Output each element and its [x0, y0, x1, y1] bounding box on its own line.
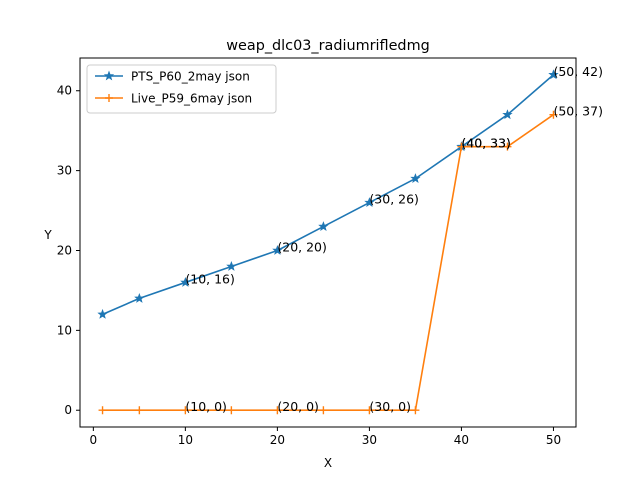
data-point: [548, 69, 559, 80]
data-point: [98, 406, 107, 415]
legend-box: [86, 64, 277, 114]
legend-swatch-marker: [105, 94, 113, 102]
data-point: [503, 142, 512, 151]
y-tick-label: 0: [64, 403, 72, 417]
x-tick-label: 50: [546, 433, 561, 447]
y-tick-label: 20: [57, 243, 72, 257]
plot-marks: (10, 16) (20, 20) (30, 26) (40, 33) (50, 42)…: [97, 64, 603, 415]
x-tick-label: 0: [90, 433, 98, 447]
x-tick-label: 20: [270, 433, 285, 447]
data-point: [365, 406, 374, 415]
data-label: (30, 0): [369, 399, 411, 414]
data-point: [181, 406, 190, 415]
legend: PTS_P60_2may json Live_P59_6may json: [86, 64, 277, 114]
data-point: [457, 142, 466, 151]
y-axis-label: Y: [43, 228, 52, 242]
data-point: [180, 276, 191, 287]
data-point: [226, 261, 237, 271]
data-label: (40, 33): [461, 136, 511, 151]
data-label: (50, 42): [553, 64, 603, 79]
data-point: [134, 292, 145, 303]
x-tick-label: 10: [178, 433, 193, 447]
x-tick-label: 40: [454, 433, 469, 447]
legend-swatch-marker: [103, 70, 115, 81]
data-label: (20, 0): [277, 399, 319, 414]
data-point: [135, 406, 144, 415]
data-point: [502, 109, 513, 120]
data-point: [410, 173, 421, 184]
data-point: [411, 406, 420, 415]
legend-entry: PTS_P60_2may json: [131, 70, 250, 84]
data-label: (20, 20): [277, 239, 327, 254]
data-point: [97, 308, 108, 319]
y-tick-label: 30: [57, 164, 72, 178]
axes: 0 10 20 30 40 50 0 10 20 30 40: [57, 57, 577, 447]
y-tick-label: 10: [57, 323, 72, 337]
data-point: [318, 221, 329, 231]
data-point: [273, 406, 282, 415]
x-axis-label: X: [324, 456, 332, 470]
data-label: (10, 0): [185, 399, 227, 414]
legend-entry: Live_P59_6may json: [131, 92, 252, 106]
data-point: [272, 245, 283, 255]
data-label: (40, 33): [461, 136, 511, 151]
data-point: [319, 406, 328, 415]
data-point: [364, 197, 375, 207]
x-tick-label: 30: [362, 433, 377, 447]
data-point: [227, 406, 236, 415]
data-label: (50, 37): [553, 104, 603, 119]
plot-frame: [79, 57, 577, 428]
data-point: [549, 110, 558, 119]
y-tick-label: 40: [57, 84, 72, 98]
data-label: (30, 26): [369, 192, 419, 207]
chart-title: weap_dlc03_radiumrifledmg: [226, 38, 429, 54]
data-label: (10, 16): [185, 271, 235, 286]
series-line-2: [102, 114, 554, 412]
